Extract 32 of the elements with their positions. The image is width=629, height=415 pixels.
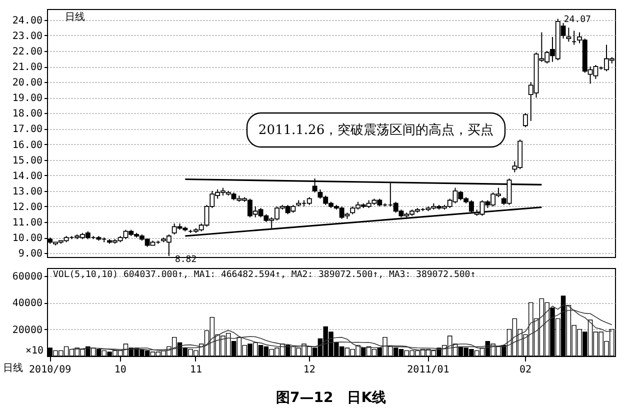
x-tick-label: 11	[190, 364, 202, 376]
y-tick-label: 10.00	[12, 233, 42, 244]
annotation: VOL(5,10,10) 604037.000↑, MA1: 466482.594↑, MA2: 389072.500↑, MA3: 389072.500↑	[53, 270, 476, 280]
y-tick-label: 20.00	[12, 78, 42, 89]
y-tick-label: 20000	[12, 324, 42, 336]
x-tick-label: 10	[114, 364, 126, 376]
y-tick-label: 9.00	[18, 248, 42, 260]
y-tick-label: 60000	[12, 272, 42, 282]
x-tick-label: 02	[519, 364, 532, 376]
y-tick-label: 16.00	[12, 140, 42, 151]
y-tick-label: 13.00	[12, 186, 42, 198]
y-tick-label: 21.00	[12, 62, 42, 74]
y-tick-label: 15.00	[12, 155, 42, 166]
y-tick-label: 19.00	[12, 93, 42, 104]
x-tick-label: 12	[303, 364, 316, 376]
y-axis-title: ×10	[25, 346, 44, 356]
y-tick-label: 12.00	[12, 202, 42, 213]
y-tick-label: 11.00	[12, 218, 42, 229]
chart-title: 日线	[65, 11, 85, 23]
x-tick-label: 2011/01	[407, 364, 450, 376]
y-tick-label: 40000	[12, 298, 42, 310]
y-tick-label: 24.00	[12, 15, 42, 26]
annotation: 2011.1.26，突破震荡区间的高点，买点	[258, 122, 494, 138]
x-tick-label: 2010/09	[29, 364, 72, 376]
y-tick-label: 17.00	[12, 124, 42, 136]
caption: 图7—12 日K线	[276, 390, 386, 406]
y-tick-label: 23.00	[12, 30, 42, 42]
y-tick-label: 14.00	[12, 170, 42, 182]
annotation: 24.07	[564, 14, 591, 25]
y-tick-label: 22.00	[12, 46, 42, 58]
text: 日线	[3, 362, 23, 374]
y-tick-label: 18.00	[12, 108, 42, 120]
